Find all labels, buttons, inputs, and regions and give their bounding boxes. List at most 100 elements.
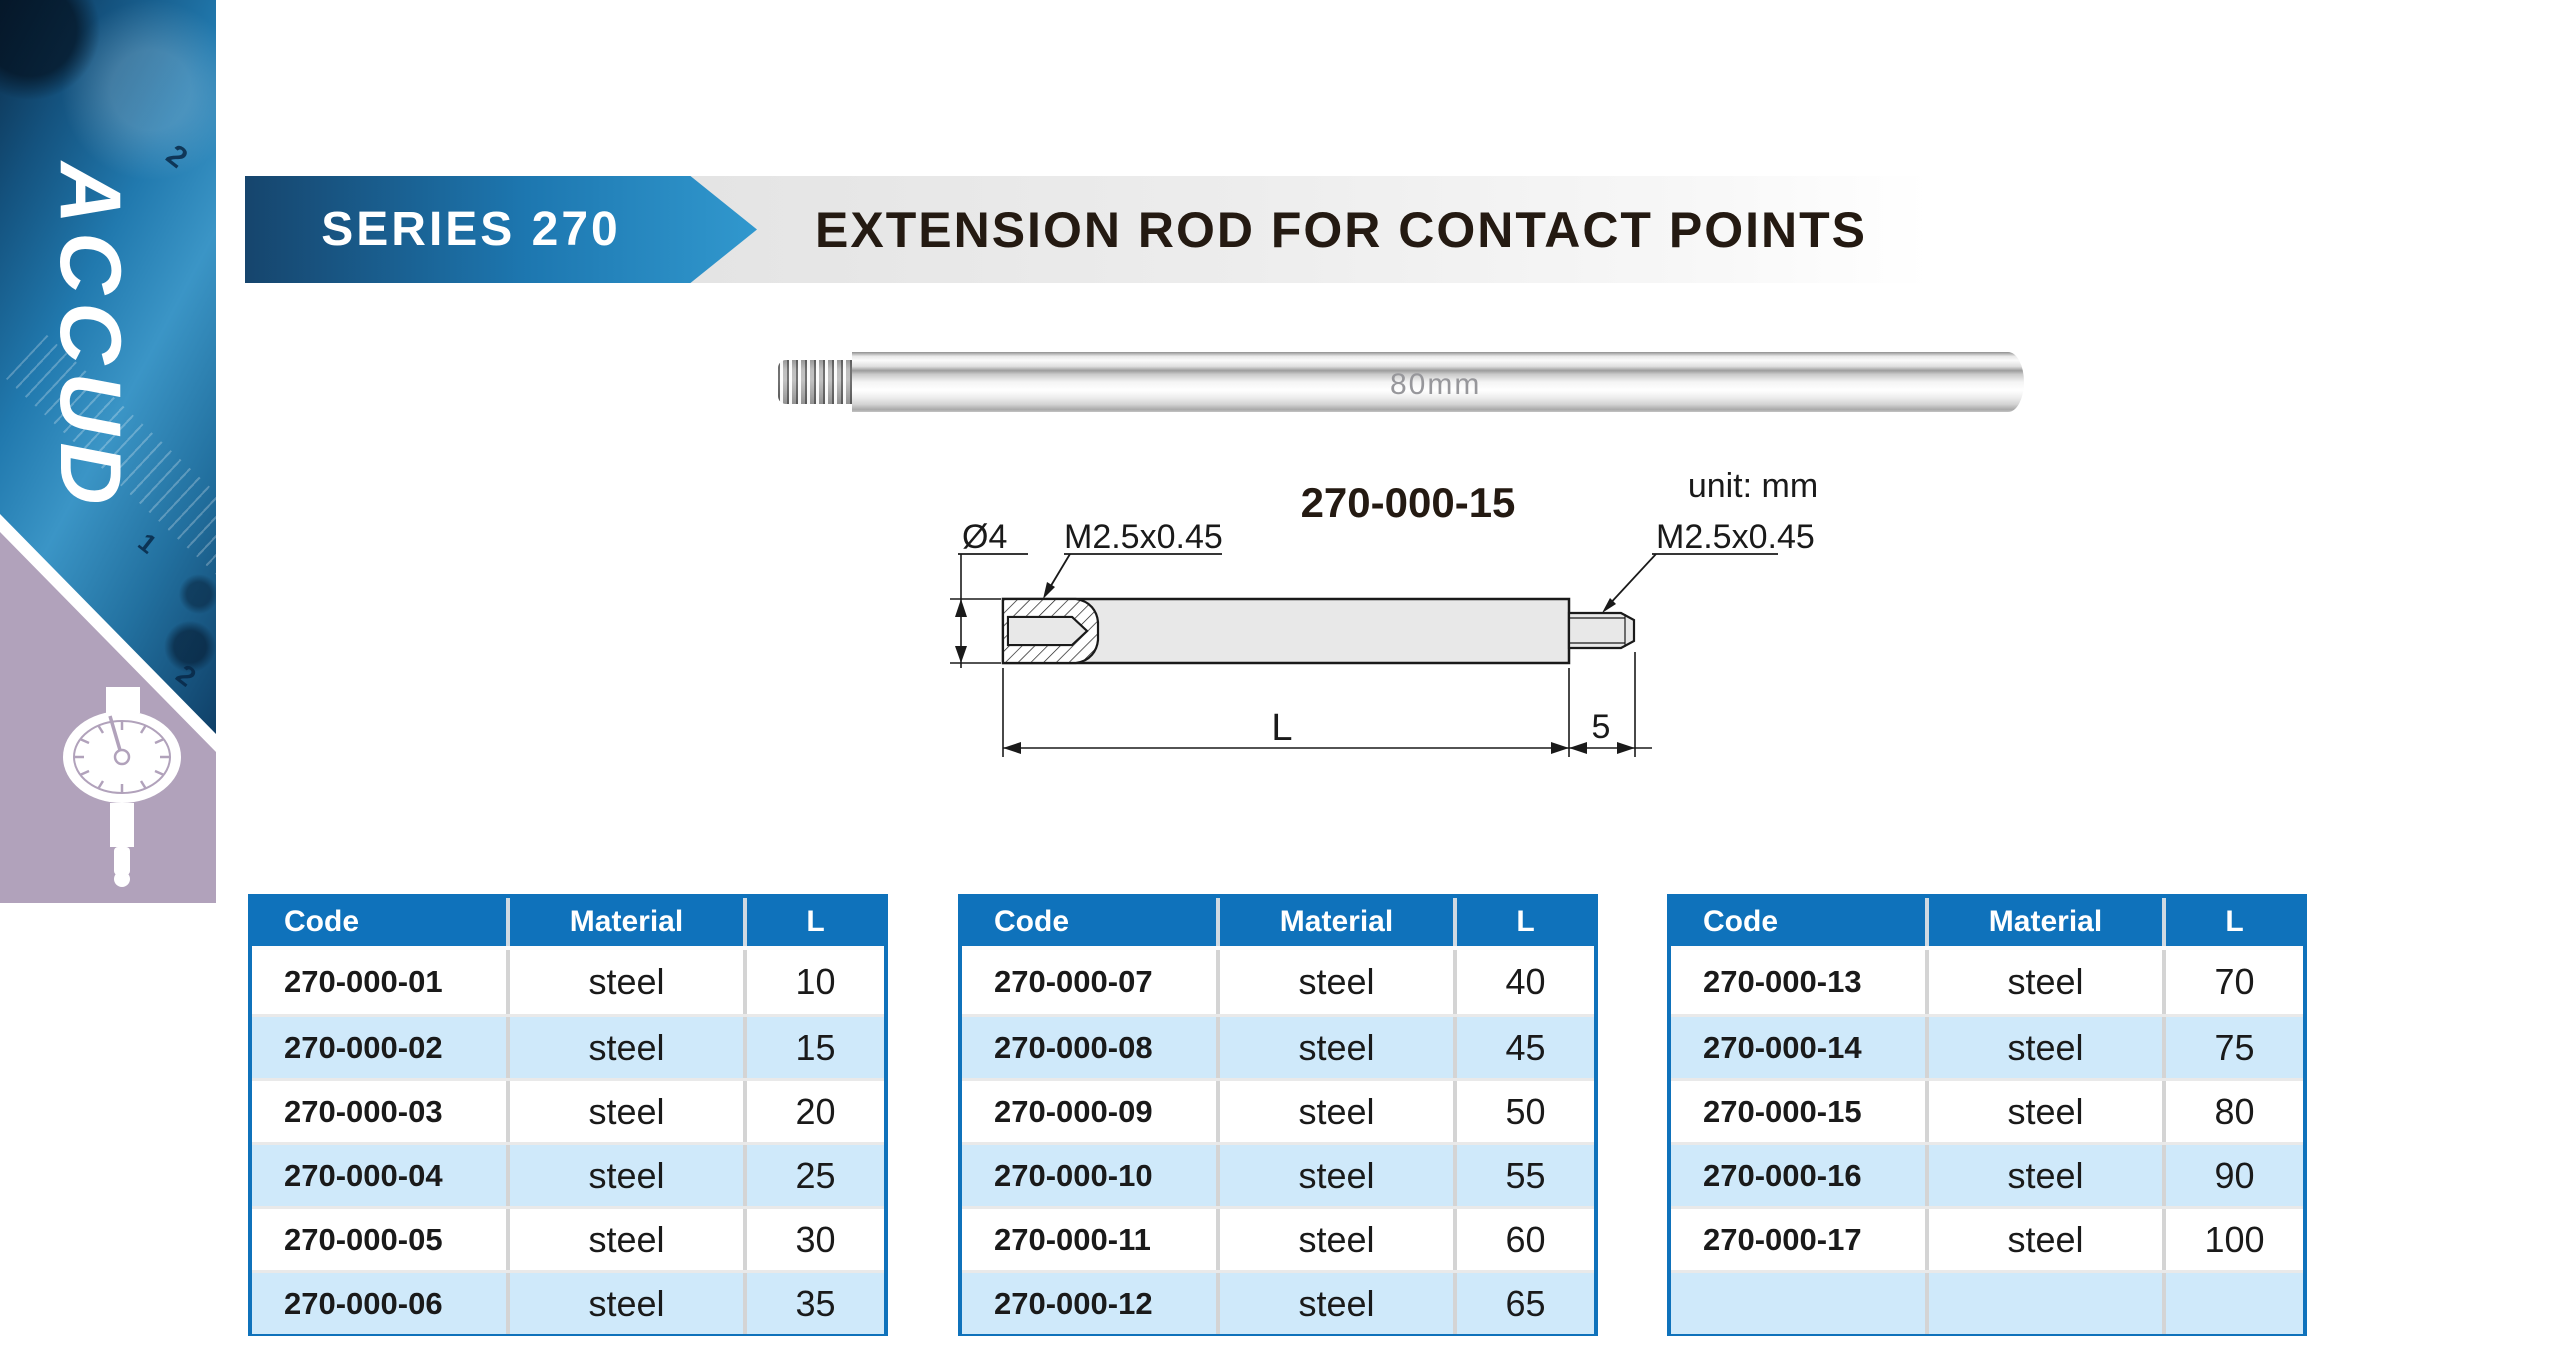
table-row: 270-000-02 steel 15	[252, 1014, 884, 1078]
length-cell: 30	[795, 1218, 836, 1260]
table-row: 270-000-07 steel 40	[962, 950, 1594, 1014]
code-cell: 270-000-05	[252, 1209, 510, 1270]
material-cell: steel	[510, 1081, 747, 1142]
column-header-code: Code	[1671, 898, 1929, 946]
dial-indicator-icon	[63, 687, 181, 887]
material-cell: steel	[510, 1017, 747, 1078]
table-row: 270-000-13 steel 70	[1671, 950, 2303, 1014]
code-cell: 270-000-01	[252, 950, 510, 1014]
diameter-label: Ø4	[962, 518, 1007, 556]
thread-label-right: M2.5x0.45	[1656, 518, 1815, 556]
spec-table-2: Code Material L 270-000-07 steel 40 270-000…	[958, 894, 1598, 1336]
drawing-stub	[1567, 611, 1636, 650]
code-cell: 270-000-11	[962, 1209, 1220, 1270]
code-cell: 270-000-03	[252, 1081, 510, 1142]
thread-label-left: M2.5x0.45	[1064, 518, 1223, 556]
length-cell: 100	[2204, 1218, 2265, 1260]
material-cell: steel	[510, 950, 747, 1014]
table-header-row: Code Material L	[252, 898, 884, 950]
material-cell: steel	[1220, 1145, 1457, 1206]
column-header-material: Material	[1220, 898, 1457, 946]
length-cell: 90	[2214, 1154, 2255, 1196]
table-row: 270-000-11 steel 60	[962, 1206, 1594, 1270]
table-row: 270-000-03 steel 20	[252, 1078, 884, 1142]
length-dim-label: L	[1271, 707, 1292, 749]
code-cell: 270-000-02	[252, 1017, 510, 1078]
length-cell: 55	[1505, 1154, 1546, 1196]
table-row	[1671, 1270, 2303, 1334]
table-row: 270-000-16 steel 90	[1671, 1142, 2303, 1206]
code-cell: 270-000-17	[1671, 1209, 1929, 1270]
tip-dim-label: 5	[1592, 708, 1611, 746]
length-cell: 10	[795, 961, 836, 1002]
length-cell: 40	[1505, 961, 1546, 1002]
column-header-length: L	[1516, 905, 1535, 938]
column-header-code: Code	[962, 898, 1220, 946]
table-row: 270-000-10 steel 55	[962, 1142, 1594, 1206]
length-cell: 70	[2214, 961, 2255, 1002]
ruler-digit: 2	[170, 658, 202, 693]
length-cell: 50	[1505, 1090, 1546, 1132]
drawing-bore	[1007, 616, 1089, 646]
code-cell: 270-000-08	[962, 1017, 1220, 1078]
length-cell: 35	[795, 1282, 836, 1324]
material-cell: steel	[1929, 1209, 2166, 1270]
table-row: 270-000-08 steel 45	[962, 1014, 1594, 1078]
length-cell: 60	[1505, 1218, 1546, 1260]
column-header-length: L	[806, 905, 825, 938]
material-cell: steel	[510, 1209, 747, 1270]
rod-photo-body: 80mm	[852, 352, 2024, 412]
column-header-code: Code	[252, 898, 510, 946]
code-cell: 270-000-16	[1671, 1145, 1929, 1206]
ruler-digit: 2	[159, 138, 194, 175]
length-cell: 20	[795, 1090, 836, 1132]
material-cell: steel	[1220, 1209, 1457, 1270]
length-cell	[2166, 1273, 2303, 1334]
material-cell: steel	[1220, 1017, 1457, 1078]
material-cell: steel	[1929, 1017, 2166, 1078]
table-row: 270-000-14 steel 75	[1671, 1014, 2303, 1078]
brand-logo: ACCUD	[42, 162, 138, 513]
code-cell: 270-000-07	[962, 950, 1220, 1014]
length-cell: 65	[1505, 1282, 1546, 1324]
material-cell: steel	[1220, 950, 1457, 1014]
material-cell: steel	[1220, 1081, 1457, 1142]
length-cell: 45	[1505, 1026, 1546, 1068]
code-cell	[1671, 1273, 1929, 1334]
code-cell: 270-000-09	[962, 1081, 1220, 1142]
spec-table-3: Code Material L 270-000-13 steel 70 270-000…	[1667, 894, 2307, 1336]
length-cell: 15	[795, 1026, 836, 1068]
table-header-row: Code Material L	[962, 898, 1594, 950]
spec-table-1: Code Material L 270-000-01 steel 10 270-000…	[248, 894, 888, 1336]
page-title: EXTENSION ROD FOR CONTACT POINTS	[815, 201, 1867, 258]
table-row: 270-000-06 steel 35	[252, 1270, 884, 1334]
drawing-part-code: 270-000-15	[1301, 479, 1516, 526]
material-cell: steel	[1929, 1081, 2166, 1142]
table-row: 270-000-04 steel 25	[252, 1142, 884, 1206]
material-cell: steel	[510, 1273, 747, 1334]
length-cell: 75	[2214, 1026, 2255, 1068]
technical-drawing: 270-000-15 unit: mm Ø4 M2.5x0.45 M2.5x0.…	[950, 467, 1818, 757]
rod-photo-thread-tip	[778, 360, 854, 404]
column-header-material: Material	[1929, 898, 2166, 946]
table-row: 270-000-01 steel 10	[252, 950, 884, 1014]
material-cell: steel	[510, 1145, 747, 1206]
table-row: 270-000-15 steel 80	[1671, 1078, 2303, 1142]
code-cell: 270-000-14	[1671, 1017, 1929, 1078]
rod-etched-size-label: 80mm	[1390, 368, 1482, 401]
column-header-length: L	[2225, 905, 2244, 938]
header-band	[690, 176, 1930, 283]
material-cell	[1929, 1273, 2166, 1334]
length-dimension	[1002, 652, 1652, 757]
table-row: 270-000-05 steel 30	[252, 1206, 884, 1270]
unit-label: unit: mm	[1688, 467, 1818, 505]
material-cell: steel	[1220, 1273, 1457, 1334]
code-cell: 270-000-12	[962, 1273, 1220, 1334]
code-cell: 270-000-10	[962, 1145, 1220, 1206]
series-label: SERIES 270	[321, 203, 621, 256]
column-header-material: Material	[510, 898, 747, 946]
code-cell: 270-000-04	[252, 1145, 510, 1206]
code-cell: 270-000-06	[252, 1273, 510, 1334]
code-cell: 270-000-15	[1671, 1081, 1929, 1142]
